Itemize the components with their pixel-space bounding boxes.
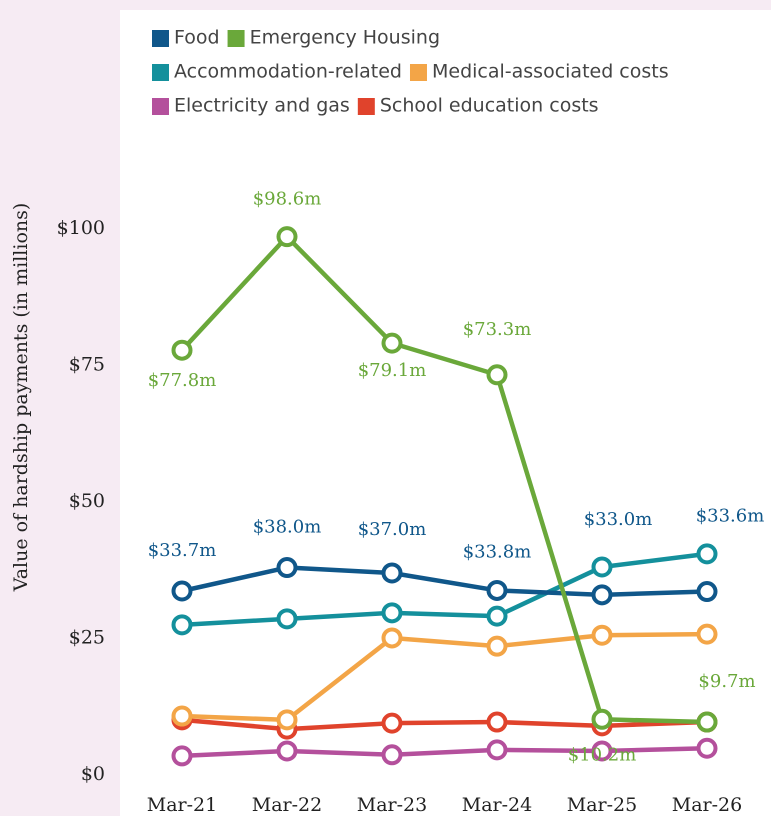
x-tick-label: Mar-21 <box>147 794 217 816</box>
value-label: $33.6m <box>696 506 765 527</box>
series-line <box>181 551 708 628</box>
x-tick-label: Mar-22 <box>252 794 322 816</box>
value-label: $73.3m <box>463 319 532 340</box>
value-label: $33.8m <box>463 541 532 562</box>
value-label: $79.1m <box>358 360 427 381</box>
value-label: $37.0m <box>358 519 427 540</box>
series-line <box>181 717 708 732</box>
y-axis-label: Value of hardship payments (in millions) <box>10 203 32 593</box>
data-point <box>591 584 613 606</box>
data-point <box>696 623 718 645</box>
data-point <box>486 579 508 601</box>
legend-swatch <box>152 98 169 115</box>
value-label: $98.6m <box>253 189 322 210</box>
data-point <box>381 712 403 734</box>
x-tick-label: Mar-23 <box>357 794 427 816</box>
series-line <box>180 234 708 725</box>
y-tick-label: $25 <box>69 627 105 649</box>
data-point <box>696 543 718 565</box>
legend-label: Emergency Housing <box>250 27 440 49</box>
x-tick-label: Mar-25 <box>567 794 637 816</box>
data-point <box>171 745 193 767</box>
y-tick-label: $75 <box>69 354 105 376</box>
data-point <box>381 744 403 766</box>
legend-label: Medical-associated costs <box>432 61 669 83</box>
data-point <box>276 709 298 731</box>
series-line <box>181 565 708 598</box>
data-point <box>276 226 298 248</box>
data-point <box>591 624 613 646</box>
data-point <box>486 635 508 657</box>
value-label: $9.7m <box>698 671 755 692</box>
data-point <box>381 332 403 354</box>
value-label: $10.2m <box>568 744 637 765</box>
series-line <box>181 631 708 723</box>
x-tick-label: Mar-26 <box>672 794 742 816</box>
y-tick-label: $100 <box>57 217 105 239</box>
data-point <box>486 364 508 386</box>
data-point <box>276 740 298 762</box>
value-label: $33.0m <box>584 509 653 530</box>
data-point <box>591 708 613 730</box>
legend-label: Accommodation-related <box>174 61 402 83</box>
data-point <box>486 739 508 761</box>
data-point <box>171 580 193 602</box>
data-point <box>696 711 718 733</box>
data-point <box>171 339 193 361</box>
y-tick-label: $0 <box>81 763 105 785</box>
x-tick-label: Mar-24 <box>462 794 532 816</box>
data-point <box>171 705 193 727</box>
data-point <box>276 557 298 579</box>
data-point <box>381 602 403 624</box>
data-point <box>696 737 718 759</box>
legend-swatch <box>409 64 427 81</box>
series-line <box>181 745 708 759</box>
data-point <box>591 740 613 762</box>
legend-label: School education costs <box>380 95 599 117</box>
data-point <box>486 711 508 733</box>
legend-label: Electricity and gas <box>174 95 350 117</box>
legend-swatch <box>227 30 245 47</box>
value-label: $38.0m <box>253 517 322 538</box>
data-point <box>381 562 403 584</box>
legend-swatch <box>357 98 375 115</box>
y-tick-label: $50 <box>69 490 105 512</box>
legend-label: Food <box>174 27 220 49</box>
data-point <box>381 627 403 649</box>
legend-swatch <box>152 64 169 81</box>
data-point <box>171 614 193 636</box>
data-point <box>696 581 718 603</box>
data-point <box>486 605 508 627</box>
legend-swatch <box>152 30 169 47</box>
value-label: $33.7m <box>148 540 217 561</box>
data-point <box>276 608 298 630</box>
data-point <box>591 556 613 578</box>
value-label: $77.8m <box>148 370 217 391</box>
plot-panel <box>120 10 771 816</box>
